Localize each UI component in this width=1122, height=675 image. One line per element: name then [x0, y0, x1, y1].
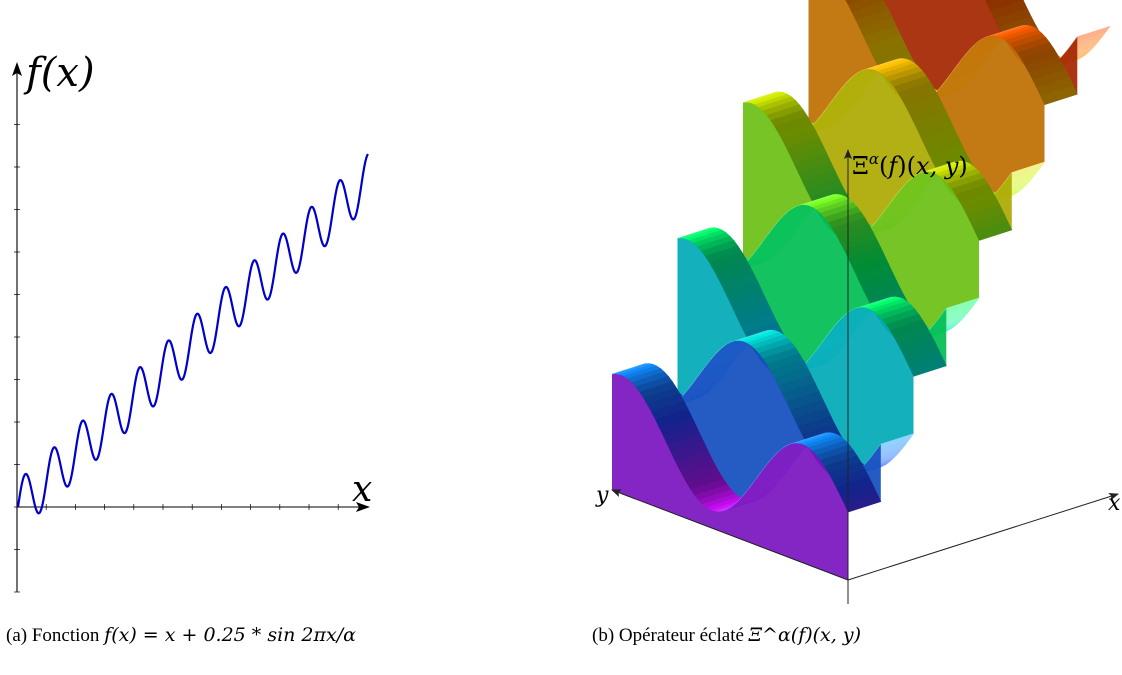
caption-a-text: Fonction	[31, 625, 100, 646]
surface-wall	[808, 0, 1045, 197]
x-axis-ticks	[45, 504, 339, 510]
surface-wall	[612, 374, 848, 580]
surface-plot	[611, 0, 1111, 580]
caption-a-formula: f(x) = x + 0.25 * sin 2πx/α	[104, 624, 356, 646]
surface-patch	[875, 433, 915, 451]
surface-wall	[848, 0, 1078, 95]
z-axis-label: Ξα(f)(x, y)	[852, 150, 968, 180]
surface-patch	[1040, 85, 1078, 106]
surface-wall	[775, 69, 1012, 230]
y-axis-ticks	[14, 124, 20, 593]
surface-patch	[941, 297, 980, 315]
caption-a-tag: (a)	[6, 625, 28, 646]
x-axis-label-3d: x	[1108, 491, 1121, 516]
surface-wall	[743, 102, 979, 333]
x-axis-3d	[847, 492, 1119, 581]
y-axis-label-3d: y	[595, 483, 609, 508]
caption-b: (b) Opérateur éclaté Ξ^α(f)(x, y)	[592, 622, 1012, 649]
surface-patch	[1006, 161, 1046, 179]
y-axis-3d	[611, 489, 849, 581]
x-axis-label: x	[352, 469, 372, 510]
caption-b-text: Opérateur éclaté	[618, 625, 744, 646]
y-axis-label: f(x)	[23, 50, 95, 96]
function-curve	[16, 153, 369, 515]
surface-wall	[644, 340, 881, 502]
surface-wall	[710, 204, 947, 366]
surface-wall	[677, 238, 914, 468]
caption-a: (a) Fonction f(x) = x + 0.25 * sin 2πx/α	[6, 622, 398, 649]
subfigure-a: f(x) x	[12, 50, 372, 593]
caption-b-formula: Ξ^α(f)(x, y)	[748, 624, 861, 646]
subfigure-b: Ξα(f)(x, y) x y	[595, 0, 1121, 604]
caption-b-tag: (b)	[592, 625, 615, 646]
